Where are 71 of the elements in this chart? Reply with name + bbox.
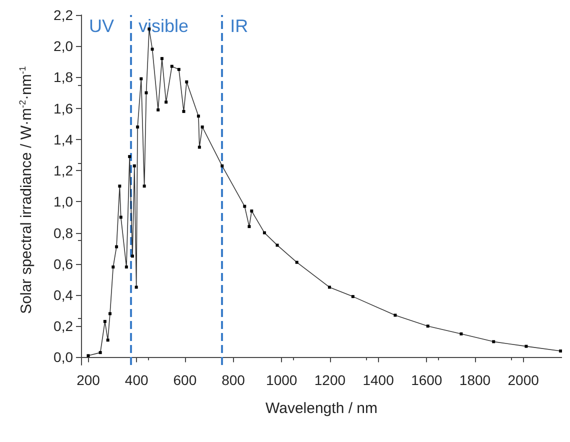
point <box>119 216 122 219</box>
point <box>156 108 160 112</box>
point <box>460 332 463 336</box>
point <box>106 338 110 342</box>
y-tick-label: 1,4 <box>54 131 74 148</box>
x-tick-label: 200 <box>76 372 100 388</box>
point <box>115 245 118 248</box>
y-tick-label: 0,8 <box>54 224 74 241</box>
point <box>243 204 246 208</box>
point <box>108 312 112 316</box>
point <box>351 295 354 298</box>
point <box>103 320 106 323</box>
point <box>185 80 188 84</box>
point <box>250 210 254 212</box>
point <box>144 91 148 94</box>
x-tick-label: 1000 <box>266 372 298 388</box>
x-tick-label: 1600 <box>411 372 442 388</box>
point <box>112 266 115 268</box>
annotation: visible <box>138 16 189 36</box>
point <box>524 344 528 348</box>
point <box>220 164 224 168</box>
point <box>132 164 136 168</box>
point <box>134 286 138 289</box>
point <box>136 126 140 128</box>
x-tick-label: 400 <box>124 372 148 388</box>
point <box>182 110 186 113</box>
x-tick-label: 1400 <box>362 372 394 388</box>
point <box>150 48 154 51</box>
annotation: UV <box>89 16 114 36</box>
point <box>170 64 174 68</box>
y-tick-label: 1,8 <box>54 69 74 86</box>
point <box>142 184 146 188</box>
point <box>295 260 298 264</box>
y-tick-label: 0,6 <box>54 256 74 272</box>
x-axis-title: Wavelength / nm <box>266 400 378 417</box>
y-tick-label: 0,2 <box>54 318 74 334</box>
point <box>118 184 122 188</box>
point <box>328 286 331 289</box>
point <box>426 324 430 328</box>
x-tick-label: 1800 <box>459 372 491 388</box>
point <box>160 57 164 60</box>
point <box>492 340 496 344</box>
y-tick-label: 1,0 <box>54 194 74 210</box>
point <box>86 354 90 358</box>
x-tick-label: 2000 <box>508 372 540 388</box>
point <box>164 100 168 104</box>
x-tick-label: 800 <box>222 372 246 388</box>
point <box>200 126 204 128</box>
x-tick-label: 600 <box>173 372 197 388</box>
point <box>198 146 201 149</box>
annotation: IR <box>230 16 248 36</box>
y-axis-title: Solar spectral irradiance / W·m-2·nm-1 <box>18 66 35 314</box>
point <box>130 254 134 258</box>
point <box>394 314 397 317</box>
y-tick-label: 2,2 <box>54 7 74 23</box>
point <box>128 155 132 158</box>
point <box>98 351 102 354</box>
point <box>248 225 251 228</box>
point <box>276 244 279 247</box>
point <box>262 231 266 234</box>
y-tick-label: 0,0 <box>54 349 74 366</box>
y-tick-label: 1,2 <box>54 162 74 179</box>
point <box>196 114 200 118</box>
y-tick-label: 0,4 <box>54 287 74 303</box>
y-tick-label: 2,0 <box>54 38 74 54</box>
y-tick-label: 1,6 <box>54 100 74 116</box>
x-tick-label: 1200 <box>314 372 346 388</box>
point <box>124 266 128 268</box>
point <box>140 77 143 80</box>
point <box>177 68 180 71</box>
point <box>559 350 562 352</box>
